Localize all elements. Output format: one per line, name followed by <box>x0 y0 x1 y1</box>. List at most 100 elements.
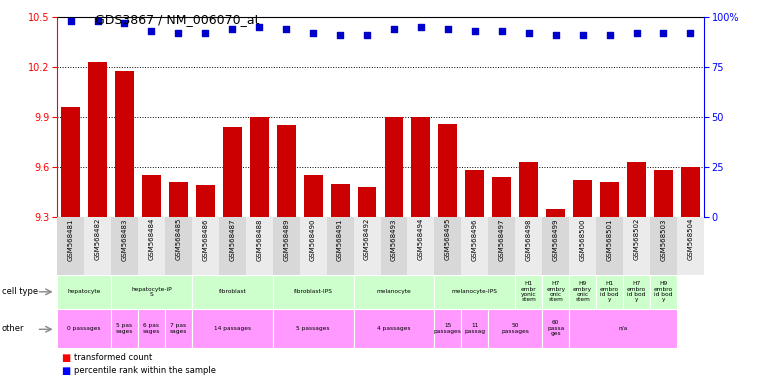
Bar <box>489 217 515 275</box>
Text: 50
passages: 50 passages <box>501 323 529 334</box>
Text: GSM568503: GSM568503 <box>661 218 667 261</box>
Bar <box>326 217 354 275</box>
Text: ■: ■ <box>61 353 70 363</box>
Text: GSM568497: GSM568497 <box>498 218 505 261</box>
Text: GSM568502: GSM568502 <box>634 218 639 260</box>
Bar <box>650 217 677 275</box>
Bar <box>61 107 80 217</box>
Text: GSM568482: GSM568482 <box>94 218 100 260</box>
Bar <box>250 117 269 217</box>
Bar <box>196 185 215 217</box>
Bar <box>111 217 138 275</box>
Point <box>549 32 562 38</box>
Text: H7
embro
id bod
y: H7 embro id bod y <box>627 281 646 303</box>
Bar <box>272 309 354 348</box>
Bar <box>435 309 461 348</box>
Bar <box>569 217 596 275</box>
Point <box>495 28 508 34</box>
Bar <box>380 217 407 275</box>
Bar <box>569 275 596 309</box>
Bar <box>142 175 161 217</box>
Bar <box>677 217 704 275</box>
Text: H9
embry
onic
stem: H9 embry onic stem <box>573 281 592 303</box>
Bar <box>272 275 354 309</box>
Bar <box>438 124 457 217</box>
Text: GSM568494: GSM568494 <box>418 218 424 260</box>
Point <box>415 24 427 30</box>
Text: fibroblast: fibroblast <box>218 289 246 295</box>
Text: GSM568490: GSM568490 <box>310 218 316 261</box>
Bar <box>138 309 165 348</box>
Point <box>630 30 642 36</box>
Bar <box>435 217 461 275</box>
Point <box>388 26 400 32</box>
Bar <box>304 175 323 217</box>
Text: GSM568489: GSM568489 <box>283 218 289 261</box>
Bar <box>466 170 484 217</box>
Point <box>145 28 158 34</box>
Bar <box>354 217 380 275</box>
Bar <box>354 309 435 348</box>
Text: cell type: cell type <box>2 287 37 296</box>
Text: fibroblast-IPS: fibroblast-IPS <box>294 289 333 295</box>
Text: GSM568481: GSM568481 <box>68 218 74 261</box>
Bar <box>569 309 677 348</box>
Point <box>469 28 481 34</box>
Bar <box>515 217 543 275</box>
Bar <box>57 275 111 309</box>
Bar <box>192 217 219 275</box>
Text: ■: ■ <box>61 366 70 376</box>
Bar <box>384 117 403 217</box>
Text: GSM568487: GSM568487 <box>229 218 235 261</box>
Text: GSM568492: GSM568492 <box>364 218 370 260</box>
Text: H1
embr
yonic
stem: H1 embr yonic stem <box>521 281 537 303</box>
Bar <box>600 182 619 217</box>
Bar <box>192 275 272 309</box>
Bar <box>461 309 489 348</box>
Text: 4 passages: 4 passages <box>377 326 411 331</box>
Bar <box>330 184 349 217</box>
Text: hepatocyte: hepatocyte <box>67 289 100 295</box>
Bar <box>111 309 138 348</box>
Point <box>442 26 454 32</box>
Text: GSM568491: GSM568491 <box>337 218 343 261</box>
Text: 0 passages: 0 passages <box>67 326 100 331</box>
Bar <box>543 217 569 275</box>
Point <box>280 26 292 32</box>
Bar <box>88 62 107 217</box>
Text: hepatocyte-iP
S: hepatocyte-iP S <box>131 286 172 297</box>
Bar <box>57 309 111 348</box>
Text: GSM568486: GSM568486 <box>202 218 209 261</box>
Bar <box>246 217 272 275</box>
Bar <box>277 126 295 217</box>
Text: 5 passages: 5 passages <box>296 326 330 331</box>
Bar <box>596 217 623 275</box>
Bar <box>623 275 650 309</box>
Text: 7 pas
sages: 7 pas sages <box>170 323 187 334</box>
Bar <box>623 217 650 275</box>
Bar <box>546 209 565 217</box>
Text: GSM568504: GSM568504 <box>687 218 693 260</box>
Point <box>65 18 77 24</box>
Bar <box>492 177 511 217</box>
Bar <box>300 217 326 275</box>
Text: GSM568501: GSM568501 <box>607 218 613 261</box>
Point <box>253 24 266 30</box>
Bar <box>223 127 242 217</box>
Bar <box>111 275 192 309</box>
Point <box>91 18 103 24</box>
Point <box>334 32 346 38</box>
Text: GSM568498: GSM568498 <box>526 218 532 261</box>
Point <box>658 30 670 36</box>
Text: H9
embro
id bod
y: H9 embro id bod y <box>654 281 673 303</box>
Text: GSM568495: GSM568495 <box>445 218 451 260</box>
Bar <box>358 187 377 217</box>
Bar <box>412 117 431 217</box>
Bar <box>165 217 192 275</box>
Text: GSM568493: GSM568493 <box>391 218 397 261</box>
Text: 15
passages: 15 passages <box>434 323 462 334</box>
Bar <box>681 167 700 217</box>
Bar <box>138 217 165 275</box>
Text: GSM568500: GSM568500 <box>580 218 586 261</box>
Bar <box>543 275 569 309</box>
